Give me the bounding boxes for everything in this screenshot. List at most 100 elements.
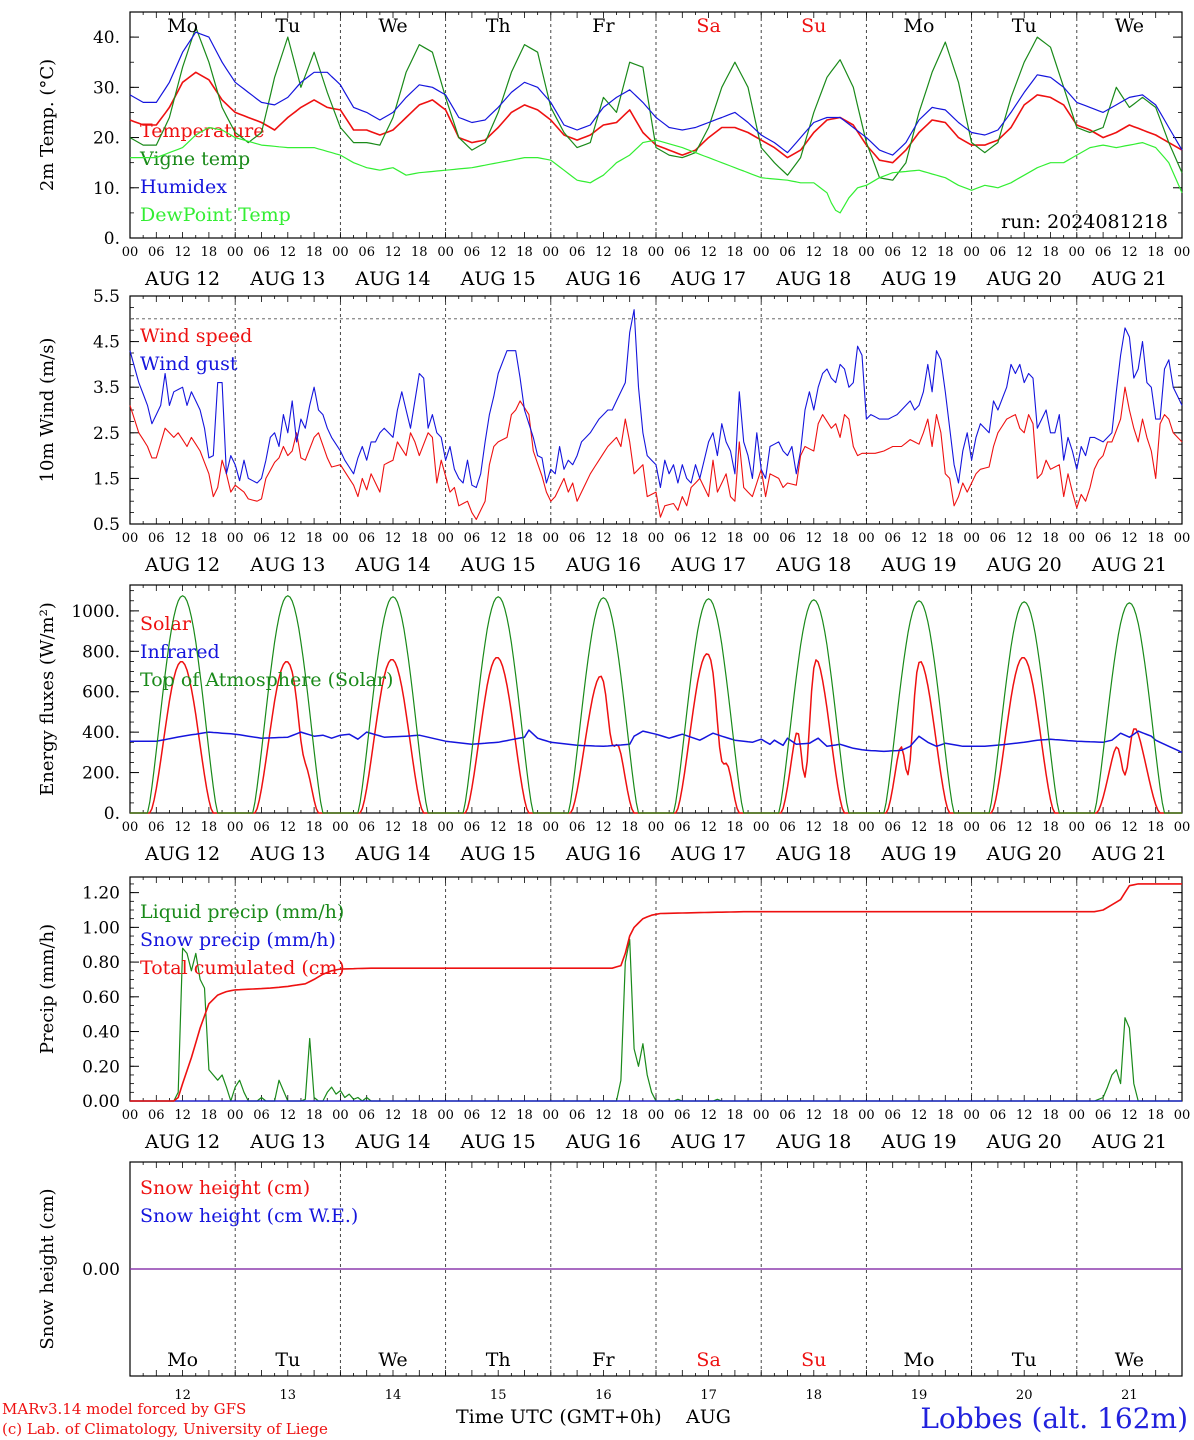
day-of-week-label: Th — [486, 1349, 511, 1371]
hour-tick-label: 18 — [1147, 245, 1164, 260]
hour-tick-label: 00 — [1069, 245, 1086, 260]
legend-entry: Total cumulated (cm) — [140, 957, 345, 979]
hour-tick-label: 00 — [332, 245, 349, 260]
footer-lab: (c) Lab. of Climatology, University of L… — [2, 1420, 328, 1438]
date-label: AUG 16 — [565, 554, 641, 576]
hour-tick-label: 00 — [437, 820, 454, 835]
hour-tick-label: 06 — [464, 1108, 481, 1123]
day-of-week-label: Tu — [275, 15, 300, 37]
hour-tick-label: 18 — [516, 245, 533, 260]
hour-tick-label: 06 — [674, 820, 691, 835]
hour-tick-label: 12 — [174, 245, 191, 260]
hour-tick-label: 00 — [332, 820, 349, 835]
hour-tick-label: 12 — [490, 1108, 507, 1123]
date-label: AUG 15 — [460, 1131, 536, 1153]
hour-tick-label: 06 — [1095, 245, 1112, 260]
hour-tick-label: 06 — [358, 245, 375, 260]
hour-tick-label: 12 — [490, 820, 507, 835]
hour-tick-label: 18 — [201, 531, 218, 546]
hour-tick-label: 18 — [306, 531, 323, 546]
date-label: AUG 16 — [565, 268, 641, 290]
hour-tick-label: 12 — [1016, 531, 1033, 546]
y-tick-label: 0.20 — [82, 1057, 120, 1077]
hour-tick-label: 12 — [280, 820, 297, 835]
legend-entry: Solar — [140, 613, 192, 635]
hour-tick-label: 06 — [358, 531, 375, 546]
hour-tick-label: 00 — [122, 1108, 139, 1123]
date-label: AUG 14 — [354, 1131, 430, 1153]
day-of-week-label: We — [1115, 15, 1144, 37]
hour-tick-label: 18 — [937, 820, 954, 835]
hour-tick-label: 00 — [648, 531, 665, 546]
hour-tick-label: 00 — [543, 531, 560, 546]
hour-tick-label: 06 — [148, 531, 165, 546]
hour-tick-label: 00 — [963, 245, 980, 260]
date-label: AUG 12 — [144, 843, 220, 865]
hour-tick-label: 12 — [911, 820, 928, 835]
hour-tick-label: 00 — [753, 820, 770, 835]
date-label: AUG 13 — [249, 843, 325, 865]
hour-tick-label: 00 — [332, 1108, 349, 1123]
date-label: AUG 17 — [670, 554, 746, 576]
y-tick-label: 4.5 — [93, 333, 120, 353]
date-label: AUG 13 — [249, 554, 325, 576]
hour-tick-label: 00 — [122, 820, 139, 835]
hour-tick-label: 06 — [358, 1108, 375, 1123]
hour-tick-label: 12 — [280, 531, 297, 546]
day-number-label: 17 — [700, 1388, 717, 1403]
hour-tick-label: 12 — [700, 245, 717, 260]
hour-tick-label: 12 — [806, 245, 823, 260]
day-of-week-label: Mo — [904, 1349, 935, 1371]
legend-entry: Snow height (cm) — [140, 1177, 310, 1199]
y-axis-label: Precip (mm/h) — [37, 924, 58, 1054]
series-line-wind-speed — [129, 386, 1183, 520]
legend-entry: Liquid precip (mm/h) — [140, 901, 344, 923]
hour-tick-label: 12 — [911, 245, 928, 260]
hour-tick-label: 00 — [858, 820, 875, 835]
y-tick-label: 3.5 — [93, 378, 120, 398]
day-number-label: 21 — [1121, 1388, 1138, 1403]
day-of-week-label: Sa — [696, 1349, 720, 1371]
hour-tick-label: 12 — [1016, 245, 1033, 260]
legend-entry: Snow precip (mm/h) — [140, 929, 336, 951]
day-of-week-label: Fr — [592, 1349, 615, 1371]
hour-tick-label: 00 — [122, 245, 139, 260]
hour-tick-label: 00 — [753, 245, 770, 260]
hour-tick-label: 18 — [727, 531, 744, 546]
hour-tick-label: 18 — [621, 820, 638, 835]
hour-tick-label: 06 — [148, 1108, 165, 1123]
hour-tick-label: 12 — [1121, 1108, 1138, 1123]
hour-tick-label: 00 — [543, 245, 560, 260]
hour-tick-label: 18 — [1147, 1108, 1164, 1123]
hour-tick-label: 12 — [385, 820, 402, 835]
hour-tick-label: 12 — [385, 531, 402, 546]
hour-tick-label: 12 — [700, 820, 717, 835]
hour-tick-label: 00 — [858, 531, 875, 546]
hour-tick-label: 12 — [280, 1108, 297, 1123]
hour-tick-label: 06 — [358, 820, 375, 835]
date-label: AUG 19 — [880, 1131, 956, 1153]
hour-tick-label: 18 — [832, 1108, 849, 1123]
hour-tick-label: 06 — [990, 820, 1007, 835]
hour-tick-label: 00 — [1069, 531, 1086, 546]
y-tick-label: 400. — [82, 723, 120, 743]
day-number-label: 12 — [174, 1388, 191, 1403]
date-label: AUG 21 — [1091, 554, 1167, 576]
day-of-week-label: Sa — [696, 15, 720, 37]
hour-tick-label: 06 — [148, 820, 165, 835]
hour-tick-label: 12 — [1121, 245, 1138, 260]
hour-tick-label: 18 — [411, 531, 428, 546]
hour-tick-label: 00 — [648, 820, 665, 835]
hour-tick-label: 12 — [595, 1108, 612, 1123]
y-tick-label: 30. — [93, 78, 120, 98]
date-label: AUG 17 — [670, 843, 746, 865]
day-of-week-label: Th — [486, 15, 511, 37]
x-axis-label: Time UTC (GMT+0h) — [456, 1406, 662, 1428]
y-axis-label: Snow height (cm) — [37, 1188, 58, 1349]
hour-tick-label: 12 — [1121, 820, 1138, 835]
y-tick-label: 0.60 — [82, 988, 120, 1008]
hour-tick-label: 00 — [543, 820, 560, 835]
hour-tick-label: 18 — [516, 531, 533, 546]
hour-tick-label: 18 — [201, 245, 218, 260]
